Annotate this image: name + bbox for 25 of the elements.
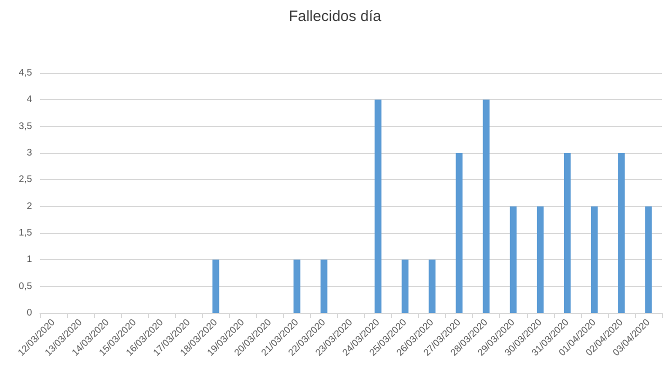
- chart-title: Fallecidos día: [288, 8, 382, 25]
- y-tick-label: 2,5: [18, 174, 32, 186]
- y-tick-label: 0: [26, 308, 32, 318]
- bar: [212, 260, 220, 313]
- bar: [428, 260, 436, 313]
- y-tick-label: 1: [26, 254, 32, 266]
- y-tick-label: 0,5: [18, 280, 32, 292]
- bar: [510, 206, 517, 313]
- bar: [591, 206, 598, 313]
- bar: [402, 260, 408, 313]
- y-tick-label: 3: [26, 148, 32, 158]
- bar: [294, 260, 300, 313]
- y-tick-label: 4: [26, 94, 32, 106]
- bar: [320, 260, 328, 313]
- y-tick-label: 4,5: [18, 68, 32, 78]
- bar: [618, 153, 625, 313]
- y-tick-label: 2: [26, 200, 32, 212]
- bar: [456, 153, 463, 313]
- y-tick-label: 1,5: [18, 228, 32, 238]
- bar: [536, 206, 544, 313]
- bar: [374, 100, 382, 313]
- bar: [482, 100, 490, 313]
- bar: [645, 206, 652, 313]
- y-tick-label: 3,5: [18, 120, 32, 132]
- bar: [564, 153, 571, 313]
